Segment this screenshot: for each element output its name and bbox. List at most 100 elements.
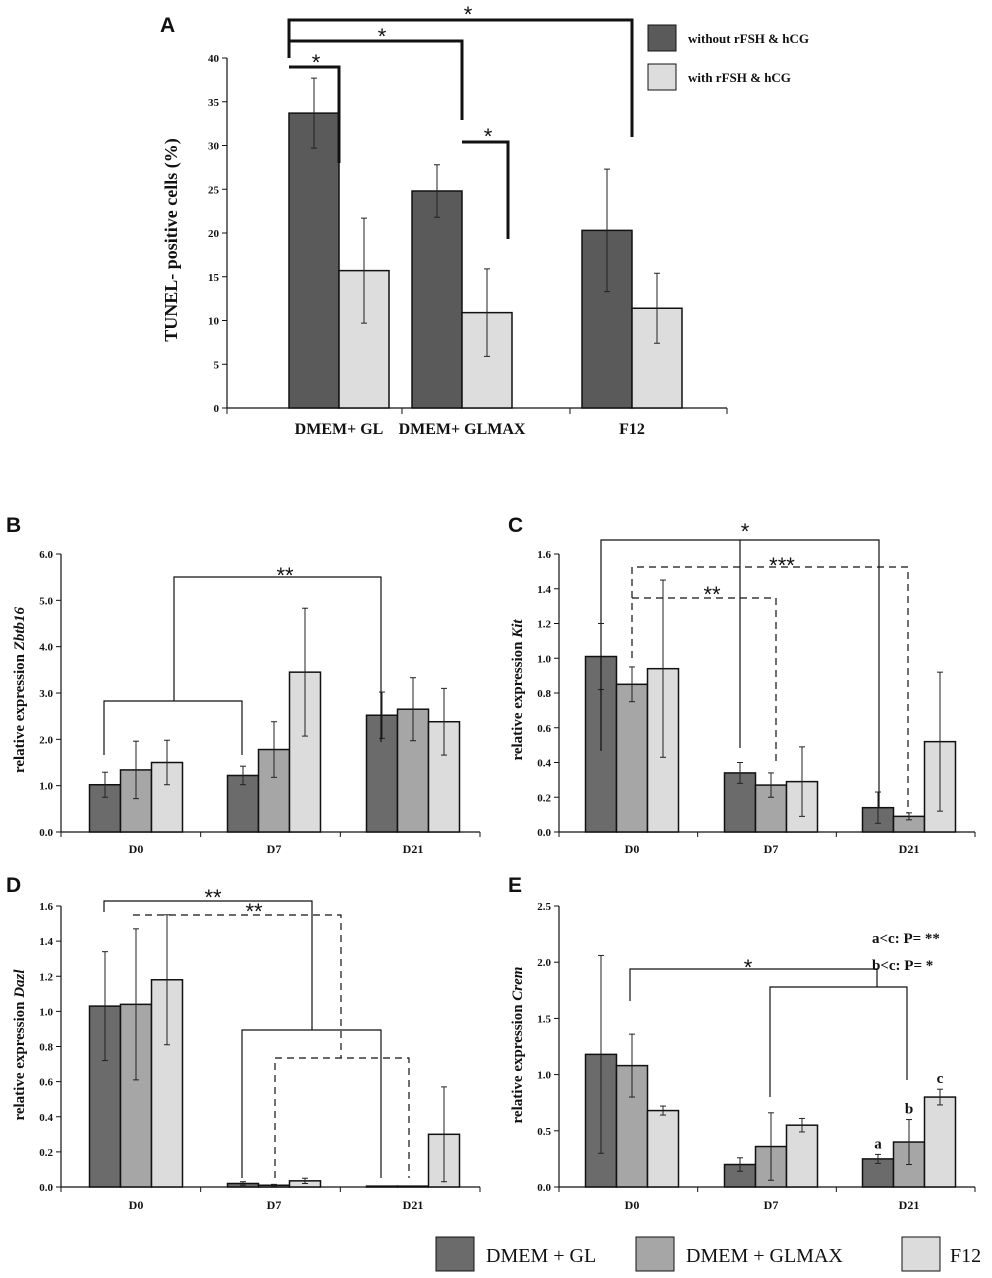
panel-b-category-label: D21 [403, 842, 424, 856]
panel-d-y-tick-label: 1.2 [39, 971, 53, 983]
panel-letter-e: E [508, 874, 522, 897]
panel-e-note-2: b<c: P= * [872, 958, 933, 974]
panel-a: A TUNEL- positive cells (%) without rFSH… [160, 14, 809, 438]
panel-d-bar [396, 1185, 430, 1188]
legend-label-with: with rFSH & hCG [688, 70, 791, 85]
panel-a-sig-label: * [484, 124, 493, 149]
panel-e-y-tick-label: 2.5 [537, 901, 551, 913]
panel-c-category-label: D7 [764, 842, 779, 856]
panel-d-y-tick-label: 0.6 [39, 1077, 53, 1089]
panel-c-y-tick-label: 1.0 [537, 653, 551, 665]
panel-e-y-axis-title: relative expression Crem [510, 967, 526, 1124]
panel-c-y-tick-label: 0.2 [537, 792, 551, 804]
panel-a-legend: without rFSH & hCG with rFSH & hCG [647, 24, 809, 91]
panel-d-category-label: D7 [267, 1198, 282, 1212]
panel-d-y-tick-label: 0.0 [39, 1182, 53, 1194]
panel-e-category-label: D0 [625, 1198, 640, 1212]
panel-a-y-tick-label: 35 [208, 97, 220, 109]
panel-c-y-tick-label: 1.6 [537, 549, 551, 561]
panel-a-bar [288, 112, 340, 409]
panel-a-sig-label: * [378, 24, 387, 49]
panel-a-sig-bracket-gl-f12 [287, 18, 634, 137]
panel-a-sig-label: * [464, 2, 473, 27]
bottom-legend-label-gl: DMEM + GL [486, 1245, 596, 1267]
panel-e-bar [646, 1109, 680, 1188]
panel-a-bar [411, 190, 463, 409]
panel-b-y-tick-label: 2.0 [39, 734, 53, 746]
panel-letter-d: D [6, 874, 21, 897]
panel-c-y-axis-title: relative expression Kit [510, 619, 526, 761]
panel-d-sig-label: ** [204, 885, 222, 910]
panel-a-y-axis-title: TUNEL- positive cells (%) [161, 138, 182, 341]
panel-d-sig-bracket-dashed [133, 914, 342, 1058]
panel-letter-c: C [508, 514, 523, 537]
panel-e-note-1: a<c: P= ** [872, 931, 940, 947]
panel-c-sig-bracket-triple [631, 566, 909, 813]
significance-brackets: ***************** [103, 2, 909, 1178]
panel-c-y-tick-label: 0.6 [537, 723, 551, 735]
panel-a-y-tick-label: 40 [208, 53, 220, 65]
panel-c-y-tick-label: 0.8 [537, 688, 551, 700]
panel-c-sig-label: * [741, 519, 750, 544]
panel-a-category-label: F12 [619, 421, 645, 438]
panel-d-y-tick-label: 1.6 [39, 901, 53, 913]
panel-e-y-tick-label: 1.0 [537, 1070, 551, 1082]
panel-b-y-tick-label: 0.0 [39, 827, 53, 839]
panel-c-sig-label: ** [703, 582, 721, 607]
panel-c-bar [615, 683, 649, 833]
panel-c-y-tick-label: 1.4 [537, 584, 551, 596]
panel-b-y-tick-label: 5.0 [39, 595, 53, 607]
panel-b-y-tick-label: 1.0 [39, 781, 53, 793]
panel-d-y-tick-label: 0.2 [39, 1147, 53, 1159]
panel-a-category-label: DMEM+ GL [295, 421, 384, 438]
bottom-legend-label-f12: F12 [950, 1245, 981, 1267]
panel-a-sig-bracket-gl-pair [289, 65, 341, 163]
panel-a-sig-label: * [312, 50, 321, 75]
panel-e-bar-letter: c [937, 1071, 944, 1087]
panel-d-sig-label: ** [245, 899, 263, 924]
panel-e-sig-bracket-top [629, 968, 878, 1001]
panel-b-sig-bracket-main [173, 576, 382, 742]
bottom-legend-swatch-glmax [635, 1236, 675, 1272]
panel-b-y-tick-label: 6.0 [39, 549, 53, 561]
panel-b-category-label: D7 [267, 842, 282, 856]
bottom-legend-swatch-f12 [901, 1236, 941, 1272]
panel-e-bar [923, 1096, 957, 1188]
panel-c-y-tick-label: 0.0 [537, 827, 551, 839]
panel-b-sig-label: ** [276, 563, 294, 588]
panel-d-bar [365, 1185, 399, 1188]
panel-e-plot: 0.0 0.5 1.0 1.5 2.0 2.5 D0 D7 D21 a b c [537, 901, 976, 1212]
panel-e-bar-letter: b [905, 1102, 913, 1118]
panel-d-y-axis-title: relative expression Dazl [12, 969, 28, 1121]
panel-d-y-tick-label: 0.4 [39, 1112, 53, 1124]
panel-a-sig-bracket-gl-glmax [287, 39, 464, 120]
panel-b-plot: 0.0 1.0 2.0 3.0 4.0 5.0 6.0 D0 D7 D21 [39, 549, 481, 856]
panel-a-y-tick-label: 10 [208, 316, 220, 328]
panel-e-sig-bracket-d7-d21 [769, 986, 908, 1097]
panel-a-y-tick-label: 25 [208, 184, 220, 196]
panel-c-y-tick-label: 0.4 [537, 758, 551, 770]
panel-d-category-label: D0 [129, 1198, 144, 1212]
panel-c-y-tick-label: 1.2 [537, 619, 551, 631]
legend-swatch-without [647, 24, 677, 52]
panel-d-plot: 0.0 0.2 0.4 0.6 0.8 1.0 1.2 1.4 1.6 D0 D7 D21 [39, 901, 481, 1212]
panel-e-category-label: D21 [899, 1198, 920, 1212]
panel-d-y-tick-label: 0.8 [39, 1042, 53, 1054]
panel-b-sig-bracket-d0-d7 [103, 700, 243, 755]
panel-a-y-tick-label: 30 [208, 141, 220, 153]
panel-e-y-tick-label: 0.0 [537, 1182, 551, 1194]
panel-c-sig-bracket-double [632, 597, 777, 763]
panel-e-y-tick-label: 0.5 [537, 1126, 551, 1138]
panel-c-sig-label: *** [769, 553, 795, 578]
panel-c-plot: 0.0 0.2 0.4 0.6 0.8 1.0 1.2 1.4 1.6 D0 D7 D21 [537, 549, 976, 856]
panel-a-y-tick-label: 20 [208, 228, 220, 240]
legend-label-without: without rFSH & hCG [688, 31, 809, 46]
panel-b-y-axis-title: relative expression Zbtb16 [12, 606, 28, 773]
panel-a-category-label: DMEM+ GLMAX [399, 421, 526, 438]
panel-a-sig-bracket-glmax-pair [462, 140, 510, 239]
panel-b-y-tick-label: 4.0 [39, 642, 53, 654]
panel-c-category-label: D0 [625, 842, 640, 856]
bottom-legend: DMEM + GL DMEM + GLMAX F12 [435, 1236, 981, 1272]
panel-d-y-tick-label: 1.4 [39, 936, 53, 948]
panel-letter-b: B [6, 514, 21, 537]
